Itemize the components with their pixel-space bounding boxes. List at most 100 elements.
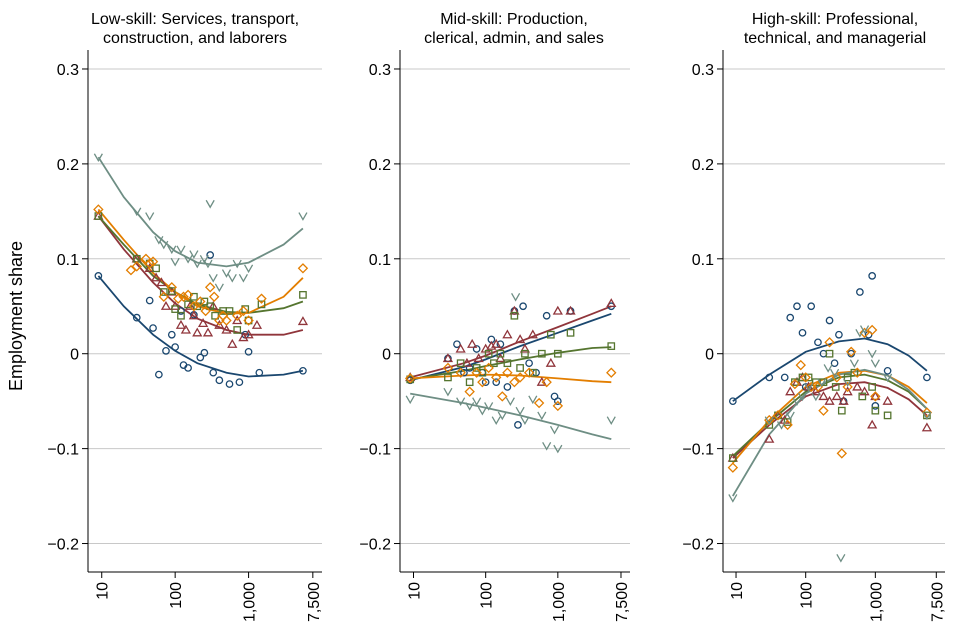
data-point [831, 391, 842, 401]
x-tick-label: 10 [407, 582, 424, 600]
data-point [870, 391, 881, 402]
data-point [477, 406, 487, 416]
data-point [783, 418, 792, 426]
data-point [158, 291, 170, 302]
data-point [166, 282, 178, 293]
panel-mid-skill: Mid-skill: Production, clerical, admin, … [359, 11, 631, 622]
data-point [149, 324, 157, 332]
data-point [472, 364, 481, 372]
data-point [509, 376, 520, 388]
data-point [842, 386, 853, 396]
data-point [204, 282, 216, 293]
panel-title-line1: Mid-skill: Production, [440, 11, 588, 28]
data-point [774, 411, 782, 420]
data-point [484, 349, 493, 358]
data-point [502, 367, 513, 378]
data-point [160, 300, 172, 310]
data-point [442, 362, 454, 374]
data-point [792, 397, 802, 406]
data-point [467, 338, 478, 348]
data-point [251, 319, 263, 329]
panel-low-skill: Low-skill: Services, transport, construc… [47, 11, 322, 622]
data-point [235, 378, 244, 387]
data-point [824, 395, 835, 405]
data-point [764, 433, 775, 443]
data-point [836, 448, 848, 459]
data-point [460, 368, 468, 377]
x-tick-label: 100 [479, 582, 496, 609]
data-point [859, 327, 870, 339]
data-point [528, 368, 537, 377]
data-point [225, 380, 234, 388]
data-point [177, 311, 185, 320]
data-point [519, 302, 527, 311]
data-point [868, 272, 877, 280]
data-point [525, 359, 533, 368]
data-point [167, 245, 177, 255]
y-tick-label: 0.1 [692, 252, 714, 269]
data-point [505, 397, 515, 406]
data-point [221, 324, 232, 334]
data-point [125, 264, 137, 276]
data-point [785, 386, 796, 396]
data-point [455, 367, 466, 378]
data-point [521, 349, 529, 358]
data-point [867, 419, 878, 429]
data-point [405, 395, 415, 405]
x-tick-label: 100 [799, 582, 816, 609]
data-point [497, 411, 507, 421]
data-point [923, 373, 931, 382]
y-tick-label: 0 [705, 347, 714, 364]
data-point [520, 416, 530, 425]
data-point [811, 392, 821, 402]
data-point [789, 378, 801, 390]
data-point [536, 376, 547, 386]
data-point [215, 376, 224, 385]
data-point [835, 330, 843, 339]
data-point [858, 392, 867, 401]
panel-title-line2: construction, and laborers [103, 30, 287, 47]
panel-title-line1: Low-skill: Services, transport, [91, 11, 299, 28]
data-point [299, 366, 307, 375]
data-point [537, 349, 546, 358]
y-tick-label: 0.2 [57, 157, 79, 174]
data-point [786, 313, 795, 322]
data-point [206, 251, 215, 259]
x-tick-label: 10 [729, 582, 746, 600]
x-tick-label: 1,000 [242, 582, 259, 622]
data-point [553, 397, 562, 406]
data-point [542, 311, 551, 320]
data-point [527, 329, 538, 339]
data-point [765, 373, 774, 382]
data-point [478, 368, 487, 377]
y-tick-label: 0.2 [692, 157, 714, 174]
data-point [510, 311, 519, 320]
data-point [195, 296, 206, 307]
fit-line [732, 368, 928, 497]
data-point [514, 421, 522, 429]
data-point [232, 259, 242, 269]
data-point [542, 441, 552, 451]
plot-area: −0.2 −0.1 0 0.1 0.2 0.3 10 100 1,000 7,500 [47, 50, 323, 622]
data-point [503, 359, 512, 368]
data-point [728, 454, 737, 462]
data-point [843, 373, 852, 382]
data-point [502, 329, 513, 339]
data-point [549, 425, 560, 435]
panel-title-line2: clerical, admin, and sales [424, 30, 604, 47]
data-point [214, 319, 225, 329]
data-point [805, 381, 817, 393]
data-point [519, 343, 531, 353]
data-point [871, 402, 880, 410]
data-point [185, 300, 196, 310]
data-point [456, 359, 465, 368]
data-point [511, 292, 521, 302]
y-tick-label: 0.3 [369, 62, 391, 79]
y-axis-label: Employment share [6, 241, 26, 391]
data-point [606, 298, 617, 308]
data-point [795, 359, 806, 371]
data-point [842, 381, 853, 393]
x-tick-label: 10 [95, 582, 112, 600]
data-point [176, 245, 186, 255]
data-point [172, 293, 184, 304]
